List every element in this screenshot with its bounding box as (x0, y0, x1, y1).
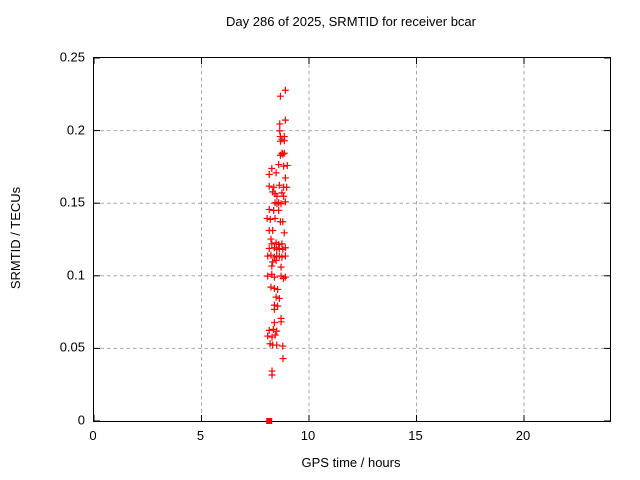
y-tick-label: 0.25 (59, 49, 85, 65)
data-point-plus (268, 164, 276, 172)
data-point-plus (270, 183, 278, 191)
data-point-plus (267, 283, 275, 291)
data-point-plus (276, 120, 284, 128)
x-tick-label: 10 (300, 428, 316, 443)
data-point-plus (280, 162, 288, 170)
data-point-plus (273, 341, 281, 349)
data-point-plus (283, 161, 291, 169)
data-point-plus (265, 326, 273, 334)
data-point-plus (275, 206, 283, 214)
data-point-plus (273, 327, 281, 335)
data-point-plus (278, 253, 286, 261)
data-point-plus (279, 355, 287, 363)
data-point-plus (275, 161, 283, 169)
y-tick-label: 0.05 (59, 339, 85, 355)
data-point-plus (274, 285, 282, 293)
data-point-plus (275, 240, 283, 248)
data-point-plus (279, 342, 287, 350)
data-point-plus (265, 205, 273, 213)
data-point-plus (265, 182, 273, 190)
data-point-plus (264, 252, 272, 260)
x-tick-label: 20 (515, 428, 531, 443)
x-tick-label: 0 (89, 428, 97, 443)
data-point-plus (283, 183, 291, 191)
data-point-plus (268, 371, 276, 379)
data-point-plus (271, 214, 279, 222)
data-point-plus (280, 229, 288, 237)
y-tick-label: 0.15 (59, 194, 85, 210)
data-point-plus (268, 240, 276, 248)
data-point-plus (263, 214, 271, 222)
data-point-plus (279, 245, 287, 253)
x-tick-label: 5 (196, 428, 205, 443)
data-point-plus (270, 253, 278, 261)
data-point-plus (277, 318, 285, 326)
data-point-plus (269, 258, 277, 266)
data-point-plus (268, 262, 276, 270)
data-point-plus (276, 151, 284, 159)
data-point-plus (269, 226, 277, 234)
x-axis-label: GPS time / hours (301, 455, 401, 470)
data-point-plus (279, 218, 287, 226)
data-point-plus (272, 293, 280, 301)
plot-area (93, 57, 611, 424)
data-point-plus (272, 169, 280, 177)
data-point-plus (273, 192, 281, 200)
data-point-plus (280, 192, 288, 200)
data-point-plus (266, 215, 274, 223)
data-point-plus (281, 86, 289, 94)
data-point-plus (270, 284, 278, 292)
data-point-plus (277, 263, 285, 271)
data-point-plus (281, 174, 289, 182)
data-point-plus (267, 235, 275, 243)
data-point-plus (265, 245, 273, 253)
data-point-plus (273, 245, 281, 253)
data-point-plus (265, 170, 273, 178)
data-point-plus (281, 252, 289, 260)
y-tick-label: 0.2 (66, 122, 85, 138)
data-point-plus (272, 256, 280, 264)
data-point-plus (275, 294, 283, 302)
data-point-plus (278, 189, 286, 197)
data-point-plus (275, 181, 283, 189)
data-point-plus (277, 200, 285, 208)
data-point-plus (276, 127, 284, 135)
data-point-plus (280, 149, 288, 157)
data-point-plus (274, 302, 282, 310)
y-tick-label: 0.1 (66, 267, 85, 283)
data-point-plus (281, 116, 289, 124)
data-point-plus (270, 273, 278, 281)
data-point-plus (276, 92, 284, 100)
plot-canvas (93, 57, 610, 424)
data-point-plus (270, 305, 278, 313)
data-point-plus (264, 332, 272, 340)
data-point-plus (268, 333, 276, 341)
chart-title: Day 286 of 2025, SRMTID for receiver bca… (226, 14, 476, 29)
data-point-plus (279, 274, 287, 282)
data-point-plus (270, 319, 278, 327)
y-axis-label-text: SRMTID / TECUs (8, 186, 23, 290)
data-point-plus (264, 272, 272, 280)
data-point-plus (281, 198, 289, 206)
y-tick-label: 0 (77, 412, 85, 428)
data-point-square (266, 418, 273, 424)
data-point-plus (276, 137, 284, 145)
x-tick-label: 15 (408, 428, 423, 443)
